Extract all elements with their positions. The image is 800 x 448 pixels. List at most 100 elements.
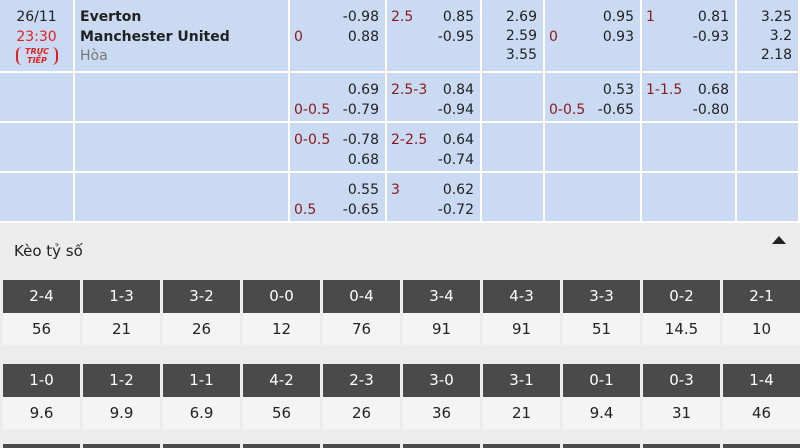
table-cell: [75, 123, 288, 171]
over-odds[interactable]: 0.85: [442, 9, 474, 25]
score-odds[interactable]: 21: [83, 313, 160, 345]
score-odds[interactable]: 26: [163, 313, 240, 345]
table-cell: [290, 0, 385, 71]
score-odds[interactable]: 6.9: [163, 397, 240, 429]
under-odds[interactable]: -0.72: [437, 202, 474, 218]
score-odds[interactable]: 26: [323, 397, 400, 429]
handicap-line: 0: [549, 29, 558, 45]
under-odds[interactable]: -0.94: [437, 102, 474, 118]
score-label: 3-0: [403, 364, 480, 397]
home-odds[interactable]: 0.95: [602, 9, 634, 25]
table-cell: [482, 73, 543, 121]
score-label: [83, 444, 160, 448]
score-odds[interactable]: 9.4: [563, 397, 640, 429]
score-odds[interactable]: 91: [483, 313, 560, 345]
table-cell: [0, 123, 73, 171]
table-cell: [482, 0, 543, 71]
result-odds[interactable]: 3.25: [760, 9, 792, 25]
score-label: 3-2: [163, 280, 240, 313]
score-odds[interactable]: 9.6: [3, 397, 80, 429]
score-odds[interactable]: 56: [3, 313, 80, 345]
over-odds[interactable]: 0.64: [442, 132, 474, 148]
score-odds[interactable]: 10: [723, 313, 800, 345]
match-time: 23:30: [16, 29, 57, 45]
score-label: [723, 444, 800, 448]
table-cell: [0, 0, 73, 71]
score-odds[interactable]: 31: [643, 397, 720, 429]
score-odds[interactable]: 51: [563, 313, 640, 345]
score-odds[interactable]: 9.9: [83, 397, 160, 429]
score-label: 4-3: [483, 280, 560, 313]
table-cell: [387, 123, 480, 171]
away-odds[interactable]: 0.93: [602, 29, 634, 45]
handicap-line: 0: [294, 29, 303, 45]
score-odds[interactable]: 14.5: [643, 313, 720, 345]
table-cell: [290, 73, 385, 121]
table-cell: [482, 123, 543, 171]
live-badge[interactable]: TRỰC TIẾP: [16, 47, 58, 65]
away-odds[interactable]: -0.79: [342, 102, 379, 118]
under-odds[interactable]: -0.93: [692, 29, 729, 45]
under-odds[interactable]: -0.74: [437, 152, 474, 168]
over-odds[interactable]: 0.68: [697, 82, 729, 98]
under-odds[interactable]: -0.95: [437, 29, 474, 45]
result-odds[interactable]: 2.18: [760, 47, 792, 63]
result-odds[interactable]: 3.2: [769, 28, 792, 44]
under-odds[interactable]: -0.80: [692, 102, 729, 118]
away-odds[interactable]: -0.65: [597, 102, 634, 118]
table-cell: [75, 0, 288, 71]
table-cell: [737, 173, 798, 221]
away-odds[interactable]: 0.68: [347, 152, 379, 168]
table-cell: [545, 73, 640, 121]
score-label: [563, 444, 640, 448]
score-label: [403, 444, 480, 448]
score-label: [3, 444, 80, 448]
table-cell: [642, 0, 735, 71]
over-odds[interactable]: 0.81: [697, 9, 729, 25]
away-odds[interactable]: 0.88: [347, 29, 379, 45]
total-line: 1-1.5: [646, 82, 683, 98]
home-odds[interactable]: 0.69: [347, 82, 379, 98]
score-odds[interactable]: 76: [323, 313, 400, 345]
table-cell: [737, 73, 798, 121]
over-odds[interactable]: 0.62: [442, 182, 474, 198]
score-odds[interactable]: 46: [723, 397, 800, 429]
home-odds[interactable]: 0.53: [602, 82, 634, 98]
score-label: 3-3: [563, 280, 640, 313]
home-odds[interactable]: -0.98: [342, 9, 379, 25]
score-label: 3-4: [403, 280, 480, 313]
match-date: 26/11: [16, 9, 57, 25]
score-label: 1-0: [3, 364, 80, 397]
score-odds[interactable]: 21: [483, 397, 560, 429]
result-odds[interactable]: 2.59: [505, 28, 537, 44]
score-odds[interactable]: 12: [243, 313, 320, 345]
result-odds[interactable]: 2.69: [505, 9, 537, 25]
score-label: 0-3: [643, 364, 720, 397]
table-cell: [642, 123, 735, 171]
table-cell: [545, 0, 640, 71]
table-cell: [0, 73, 73, 121]
home-odds[interactable]: -0.78: [342, 132, 379, 148]
score-label: [643, 444, 720, 448]
away-odds[interactable]: -0.65: [342, 202, 379, 218]
score-odds[interactable]: 91: [403, 313, 480, 345]
score-label: 1-2: [83, 364, 160, 397]
table-cell: [737, 0, 798, 71]
score-label: 2-4: [3, 280, 80, 313]
over-odds[interactable]: 0.84: [442, 82, 474, 98]
score-label: [483, 444, 560, 448]
score-label: 0-2: [643, 280, 720, 313]
home-odds[interactable]: 0.55: [347, 182, 379, 198]
score-label: 0-0: [243, 280, 320, 313]
score-odds[interactable]: 36: [403, 397, 480, 429]
score-label: 4-2: [243, 364, 320, 397]
collapse-toggle[interactable]: [771, 234, 787, 246]
score-label: 0-1: [563, 364, 640, 397]
score-label: 3-1: [483, 364, 560, 397]
home-team[interactable]: Everton: [80, 9, 142, 25]
result-odds[interactable]: 3.55: [505, 47, 537, 63]
table-cell: [387, 0, 480, 71]
total-line: 1: [646, 9, 655, 25]
away-team[interactable]: Manchester United: [80, 29, 230, 45]
score-odds[interactable]: 56: [243, 397, 320, 429]
